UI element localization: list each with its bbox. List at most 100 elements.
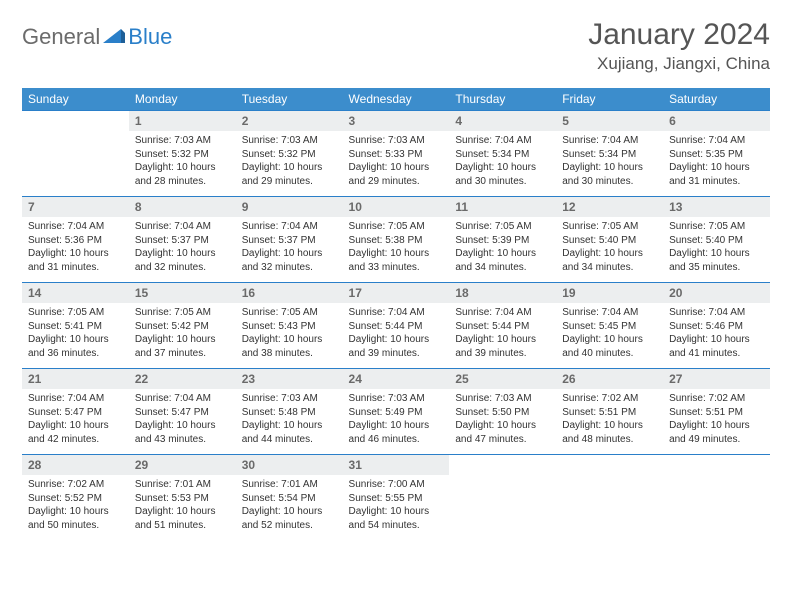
sunset-line: Sunset: 5:54 PM	[242, 492, 337, 506]
day-number: 5	[556, 111, 663, 132]
daylight-line: Daylight: 10 hours and 29 minutes.	[242, 161, 337, 188]
day-number: 1	[129, 111, 236, 132]
daynum-row: 28293031	[22, 455, 770, 476]
sunset-line: Sunset: 5:50 PM	[455, 406, 550, 420]
empty-cell	[663, 475, 770, 540]
daynum-row: 78910111213	[22, 197, 770, 218]
daylight-line: Daylight: 10 hours and 38 minutes.	[242, 333, 337, 360]
daylight-line: Daylight: 10 hours and 48 minutes.	[562, 419, 657, 446]
day-number: 6	[663, 111, 770, 132]
sunrise-line: Sunrise: 7:04 AM	[455, 306, 550, 320]
sunset-line: Sunset: 5:34 PM	[562, 148, 657, 162]
sunset-line: Sunset: 5:42 PM	[135, 320, 230, 334]
day-number: 19	[556, 283, 663, 304]
day-details: Sunrise: 7:04 AMSunset: 5:46 PMDaylight:…	[663, 303, 770, 369]
day-details: Sunrise: 7:04 AMSunset: 5:36 PMDaylight:…	[22, 217, 129, 283]
daylight-line: Daylight: 10 hours and 51 minutes.	[135, 505, 230, 532]
sunrise-line: Sunrise: 7:04 AM	[349, 306, 444, 320]
daylight-line: Daylight: 10 hours and 52 minutes.	[242, 505, 337, 532]
sunset-line: Sunset: 5:51 PM	[669, 406, 764, 420]
sunrise-line: Sunrise: 7:05 AM	[669, 220, 764, 234]
daylight-line: Daylight: 10 hours and 44 minutes.	[242, 419, 337, 446]
sunset-line: Sunset: 5:51 PM	[562, 406, 657, 420]
sunrise-line: Sunrise: 7:02 AM	[562, 392, 657, 406]
sunrise-line: Sunrise: 7:04 AM	[669, 306, 764, 320]
sunrise-line: Sunrise: 7:03 AM	[455, 392, 550, 406]
sunset-line: Sunset: 5:34 PM	[455, 148, 550, 162]
day-number: 22	[129, 369, 236, 390]
empty-cell	[663, 455, 770, 476]
day-details: Sunrise: 7:03 AMSunset: 5:49 PMDaylight:…	[343, 389, 450, 455]
sunset-line: Sunset: 5:48 PM	[242, 406, 337, 420]
sunset-line: Sunset: 5:52 PM	[28, 492, 123, 506]
day-details: Sunrise: 7:04 AMSunset: 5:47 PMDaylight:…	[129, 389, 236, 455]
sunset-line: Sunset: 5:43 PM	[242, 320, 337, 334]
sunrise-line: Sunrise: 7:05 AM	[349, 220, 444, 234]
sunrise-line: Sunrise: 7:05 AM	[242, 306, 337, 320]
sunrise-line: Sunrise: 7:03 AM	[349, 392, 444, 406]
day-number: 11	[449, 197, 556, 218]
sunset-line: Sunset: 5:39 PM	[455, 234, 550, 248]
day-details: Sunrise: 7:05 AMSunset: 5:40 PMDaylight:…	[556, 217, 663, 283]
sunrise-line: Sunrise: 7:04 AM	[135, 392, 230, 406]
day-details: Sunrise: 7:04 AMSunset: 5:44 PMDaylight:…	[449, 303, 556, 369]
sunset-line: Sunset: 5:32 PM	[242, 148, 337, 162]
weekday-header-row: Sunday Monday Tuesday Wednesday Thursday…	[22, 88, 770, 111]
daylight-line: Daylight: 10 hours and 34 minutes.	[455, 247, 550, 274]
sunrise-line: Sunrise: 7:04 AM	[28, 220, 123, 234]
sunrise-line: Sunrise: 7:00 AM	[349, 478, 444, 492]
empty-cell	[556, 455, 663, 476]
day-number: 14	[22, 283, 129, 304]
title-block: January 2024 Xujiang, Jiangxi, China	[588, 18, 770, 74]
day-number: 3	[343, 111, 450, 132]
sunset-line: Sunset: 5:46 PM	[669, 320, 764, 334]
day-details: Sunrise: 7:00 AMSunset: 5:55 PMDaylight:…	[343, 475, 450, 540]
brand-logo: General Blue	[22, 24, 172, 50]
sunrise-line: Sunrise: 7:04 AM	[28, 392, 123, 406]
day-details: Sunrise: 7:05 AMSunset: 5:38 PMDaylight:…	[343, 217, 450, 283]
daylight-line: Daylight: 10 hours and 54 minutes.	[349, 505, 444, 532]
empty-cell	[22, 131, 129, 197]
day-details: Sunrise: 7:03 AMSunset: 5:48 PMDaylight:…	[236, 389, 343, 455]
day-number: 23	[236, 369, 343, 390]
brand-triangle-icon	[103, 27, 125, 48]
detail-row: Sunrise: 7:05 AMSunset: 5:41 PMDaylight:…	[22, 303, 770, 369]
sunrise-line: Sunrise: 7:05 AM	[455, 220, 550, 234]
sunset-line: Sunset: 5:53 PM	[135, 492, 230, 506]
daylight-line: Daylight: 10 hours and 35 minutes.	[669, 247, 764, 274]
daylight-line: Daylight: 10 hours and 30 minutes.	[455, 161, 550, 188]
daylight-line: Daylight: 10 hours and 33 minutes.	[349, 247, 444, 274]
day-number: 9	[236, 197, 343, 218]
day-details: Sunrise: 7:05 AMSunset: 5:40 PMDaylight:…	[663, 217, 770, 283]
day-number: 30	[236, 455, 343, 476]
sunset-line: Sunset: 5:55 PM	[349, 492, 444, 506]
sunset-line: Sunset: 5:40 PM	[669, 234, 764, 248]
day-details: Sunrise: 7:02 AMSunset: 5:51 PMDaylight:…	[556, 389, 663, 455]
day-details: Sunrise: 7:01 AMSunset: 5:53 PMDaylight:…	[129, 475, 236, 540]
empty-cell	[449, 455, 556, 476]
sunrise-line: Sunrise: 7:05 AM	[562, 220, 657, 234]
weekday-header: Saturday	[663, 88, 770, 111]
daylight-line: Daylight: 10 hours and 32 minutes.	[135, 247, 230, 274]
day-details: Sunrise: 7:04 AMSunset: 5:35 PMDaylight:…	[663, 131, 770, 197]
sunrise-line: Sunrise: 7:03 AM	[242, 134, 337, 148]
day-details: Sunrise: 7:01 AMSunset: 5:54 PMDaylight:…	[236, 475, 343, 540]
day-details: Sunrise: 7:04 AMSunset: 5:37 PMDaylight:…	[129, 217, 236, 283]
day-details: Sunrise: 7:03 AMSunset: 5:50 PMDaylight:…	[449, 389, 556, 455]
day-number: 28	[22, 455, 129, 476]
day-details: Sunrise: 7:03 AMSunset: 5:33 PMDaylight:…	[343, 131, 450, 197]
weekday-header: Sunday	[22, 88, 129, 111]
daylight-line: Daylight: 10 hours and 36 minutes.	[28, 333, 123, 360]
day-number: 12	[556, 197, 663, 218]
detail-row: Sunrise: 7:03 AMSunset: 5:32 PMDaylight:…	[22, 131, 770, 197]
sunset-line: Sunset: 5:47 PM	[28, 406, 123, 420]
day-details: Sunrise: 7:05 AMSunset: 5:43 PMDaylight:…	[236, 303, 343, 369]
calendar-table: Sunday Monday Tuesday Wednesday Thursday…	[22, 88, 770, 540]
day-number: 18	[449, 283, 556, 304]
day-number: 21	[22, 369, 129, 390]
day-number: 20	[663, 283, 770, 304]
sunset-line: Sunset: 5:44 PM	[455, 320, 550, 334]
empty-cell	[556, 475, 663, 540]
sunrise-line: Sunrise: 7:04 AM	[455, 134, 550, 148]
day-details: Sunrise: 7:02 AMSunset: 5:51 PMDaylight:…	[663, 389, 770, 455]
